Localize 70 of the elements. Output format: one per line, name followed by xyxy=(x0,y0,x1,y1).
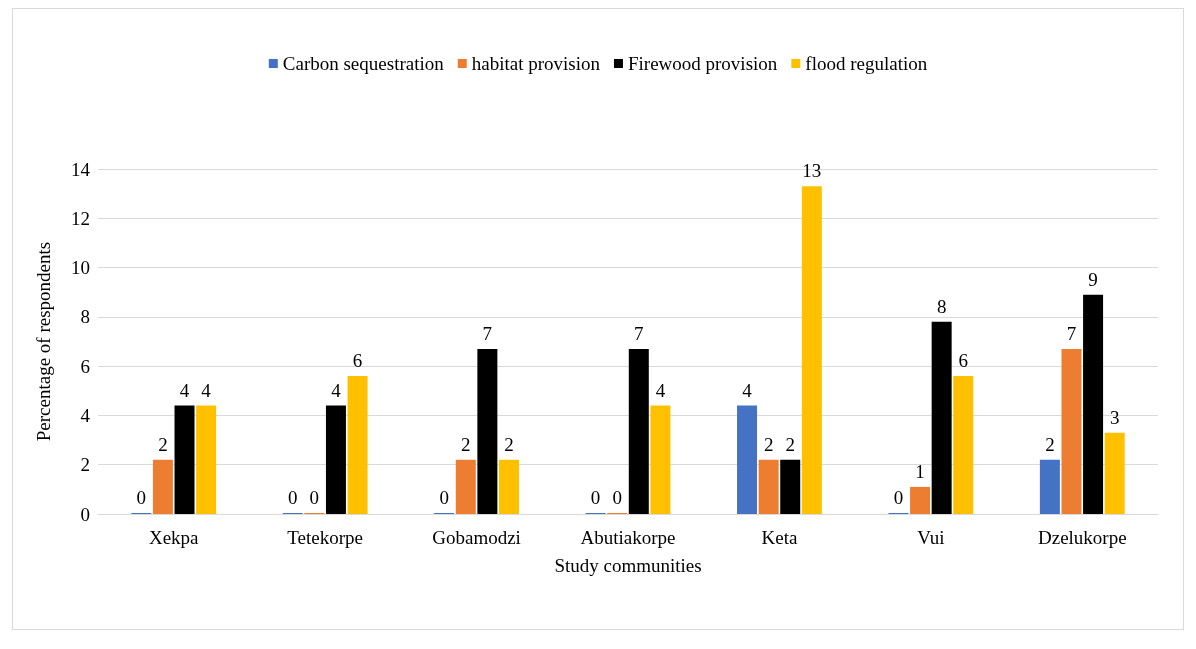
x-tick-label: Gobamodzi xyxy=(432,527,521,548)
y-tick-label: 4 xyxy=(80,404,91,426)
bar xyxy=(931,321,952,514)
bar xyxy=(174,405,195,514)
data-label: 6 xyxy=(352,350,363,371)
y-tick-label: 2 xyxy=(80,454,90,476)
data-label: 0 xyxy=(439,487,449,508)
data-label: 7 xyxy=(1066,322,1077,344)
data-label: 2 xyxy=(785,433,795,455)
data-label: 7 xyxy=(634,322,644,344)
data-label: 4 xyxy=(655,379,666,401)
bar xyxy=(477,348,498,514)
y-tick-label: 12 xyxy=(71,207,90,229)
y-axis-title: Percentage of respondents xyxy=(33,241,54,442)
bar xyxy=(1083,294,1104,514)
bar xyxy=(953,376,974,514)
legend-label: Carbon sequestration xyxy=(282,53,445,74)
bar xyxy=(780,459,801,514)
bar xyxy=(1104,432,1125,514)
data-label: 1 xyxy=(915,460,925,482)
x-tick-label: Vui xyxy=(917,527,945,548)
x-axis-title: Study communities xyxy=(554,555,702,576)
legend-label: flood regulation xyxy=(805,53,928,74)
bar xyxy=(347,376,368,514)
data-label: 0 xyxy=(612,487,622,508)
data-label: 8 xyxy=(936,295,947,317)
bar xyxy=(455,459,476,514)
data-label: 7 xyxy=(482,322,493,344)
bar xyxy=(152,459,173,514)
x-tick-label: Xekpa xyxy=(148,527,200,548)
data-label: 4 xyxy=(331,379,342,401)
bar xyxy=(1061,348,1082,514)
y-tick-label: 10 xyxy=(71,257,90,279)
data-label: 13 xyxy=(802,160,822,182)
bar xyxy=(737,405,758,514)
data-label: 2 xyxy=(763,433,774,455)
data-label: 0 xyxy=(136,487,147,508)
bar xyxy=(758,459,779,514)
data-label: 6 xyxy=(958,350,969,371)
bar xyxy=(1039,459,1060,514)
data-label: 4 xyxy=(742,379,753,401)
bar xyxy=(910,486,931,514)
data-label: 0 xyxy=(309,487,320,508)
x-tick-label: Tetekorpe xyxy=(287,527,363,548)
x-tick-label: Keta xyxy=(761,527,798,548)
data-label: 9 xyxy=(1088,268,1098,290)
data-label: 4 xyxy=(201,379,212,401)
bar xyxy=(628,348,649,514)
data-label: 2 xyxy=(158,433,168,455)
data-label: 2 xyxy=(1045,433,1055,455)
data-label: 0 xyxy=(893,487,904,508)
data-label: 2 xyxy=(504,433,514,455)
data-label: 4 xyxy=(179,379,190,401)
legend-label: habitat provision xyxy=(471,53,601,74)
y-tick-label: 8 xyxy=(80,306,90,328)
x-tick-label: Dzelukorpe xyxy=(1037,527,1127,548)
y-tick-label: 6 xyxy=(80,355,90,377)
y-tick-label: 14 xyxy=(71,158,91,180)
bar xyxy=(650,405,671,514)
data-label: 0 xyxy=(287,487,298,508)
bar xyxy=(325,405,346,514)
x-tick-label: Abutiakorpe xyxy=(580,527,676,548)
y-tick-label: 0 xyxy=(80,503,90,525)
bar xyxy=(498,459,519,514)
bar xyxy=(196,405,217,514)
bar xyxy=(801,186,822,514)
data-label: 0 xyxy=(590,487,601,508)
data-label: 2 xyxy=(461,433,471,455)
legend-label: Firewood provision xyxy=(627,53,778,74)
data-label: 3 xyxy=(1109,406,1120,428)
